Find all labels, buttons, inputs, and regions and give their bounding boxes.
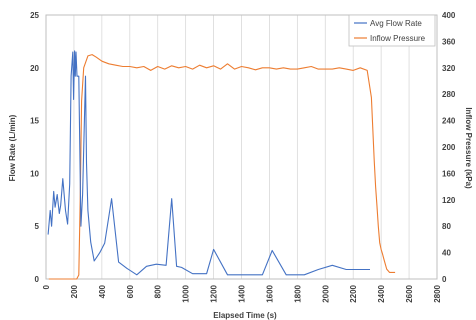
- y-right-tick-label: 320: [442, 64, 456, 73]
- y-right-tick-label: 160: [442, 169, 456, 178]
- y-left-tick-label: 5: [35, 222, 40, 231]
- plot-area-border: [45, 14, 438, 280]
- y-axis-left-title: Flow Rate (L/min): [8, 114, 17, 181]
- y-right-tick-label: 280: [442, 90, 456, 99]
- x-tick-label: 400: [98, 284, 107, 298]
- series-line-avg-flow-rate: [47, 50, 370, 276]
- series-layer: [47, 50, 396, 280]
- vertical-gridlines: [45, 15, 438, 279]
- legend-box: [348, 14, 436, 47]
- y-right-tick-label: 80: [442, 222, 451, 231]
- legend-label-inflow-pressure: Inflow Pressure: [370, 34, 426, 43]
- x-tick-label: 2600: [405, 284, 414, 302]
- x-tick-label: 2000: [321, 284, 330, 302]
- legend-label-avg-flow-rate: Avg Flow Rate: [370, 19, 422, 28]
- x-tick-label: 2200: [349, 284, 358, 302]
- y-right-tick-label: 240: [442, 117, 456, 126]
- x-tick-label: 1400: [238, 284, 247, 302]
- x-tick-label: 2800: [433, 284, 442, 302]
- x-tick-label: 800: [154, 284, 163, 298]
- y-right-tick-label: 200: [442, 143, 456, 152]
- y-left-tick-label: 15: [30, 117, 39, 126]
- y-right-tick-label: 0: [442, 275, 447, 284]
- tick-labels: 0 200 400 600 800 1000 1200 1400 1600 1800 2000 220…: [30, 11, 456, 303]
- x-axis-title: Elapsed Time (s): [213, 311, 277, 320]
- series-line-inflow-pressure: [48, 54, 396, 280]
- y-left-tick-label: 20: [30, 64, 39, 73]
- legend: Avg Flow Rate Inflow Pressure: [348, 14, 436, 47]
- y-right-tick-label: 40: [442, 249, 451, 258]
- y-right-tick-label: 120: [442, 196, 456, 205]
- y-left-tick-label: 10: [30, 169, 39, 178]
- y-left-tick-label: 0: [35, 275, 40, 284]
- x-tick-label: 200: [70, 284, 79, 298]
- y-axis-right-title: Inflow Pressure (kPa): [464, 107, 473, 189]
- y-right-tick-label: 400: [442, 11, 456, 20]
- x-tick-label: 1200: [210, 284, 219, 302]
- y-right-tick-label: 360: [442, 37, 456, 46]
- x-tick-label: 2400: [377, 284, 386, 302]
- x-tick-label: 1800: [293, 284, 302, 302]
- x-tick-label: 1000: [182, 284, 191, 302]
- x-tick-label: 0: [42, 284, 51, 289]
- y-left-tick-label: 25: [30, 11, 39, 20]
- x-tick-label: 1600: [265, 284, 274, 302]
- x-tick-label: 600: [126, 284, 135, 298]
